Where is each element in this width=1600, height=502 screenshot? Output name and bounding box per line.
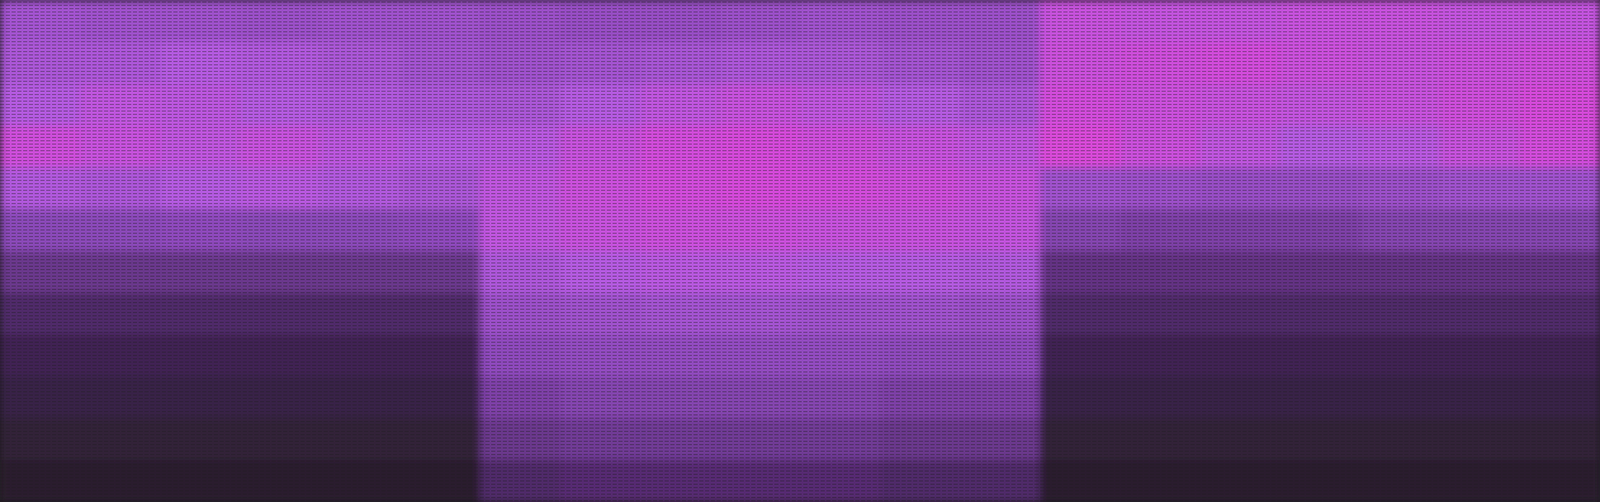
cell-layer — [0, 0, 1600, 502]
spectrogram — [0, 0, 1600, 502]
cells — [0, 0, 1600, 502]
background — [0, 0, 1600, 502]
texture — [0, 0, 1600, 502]
spectrogram-plot — [0, 0, 1600, 502]
